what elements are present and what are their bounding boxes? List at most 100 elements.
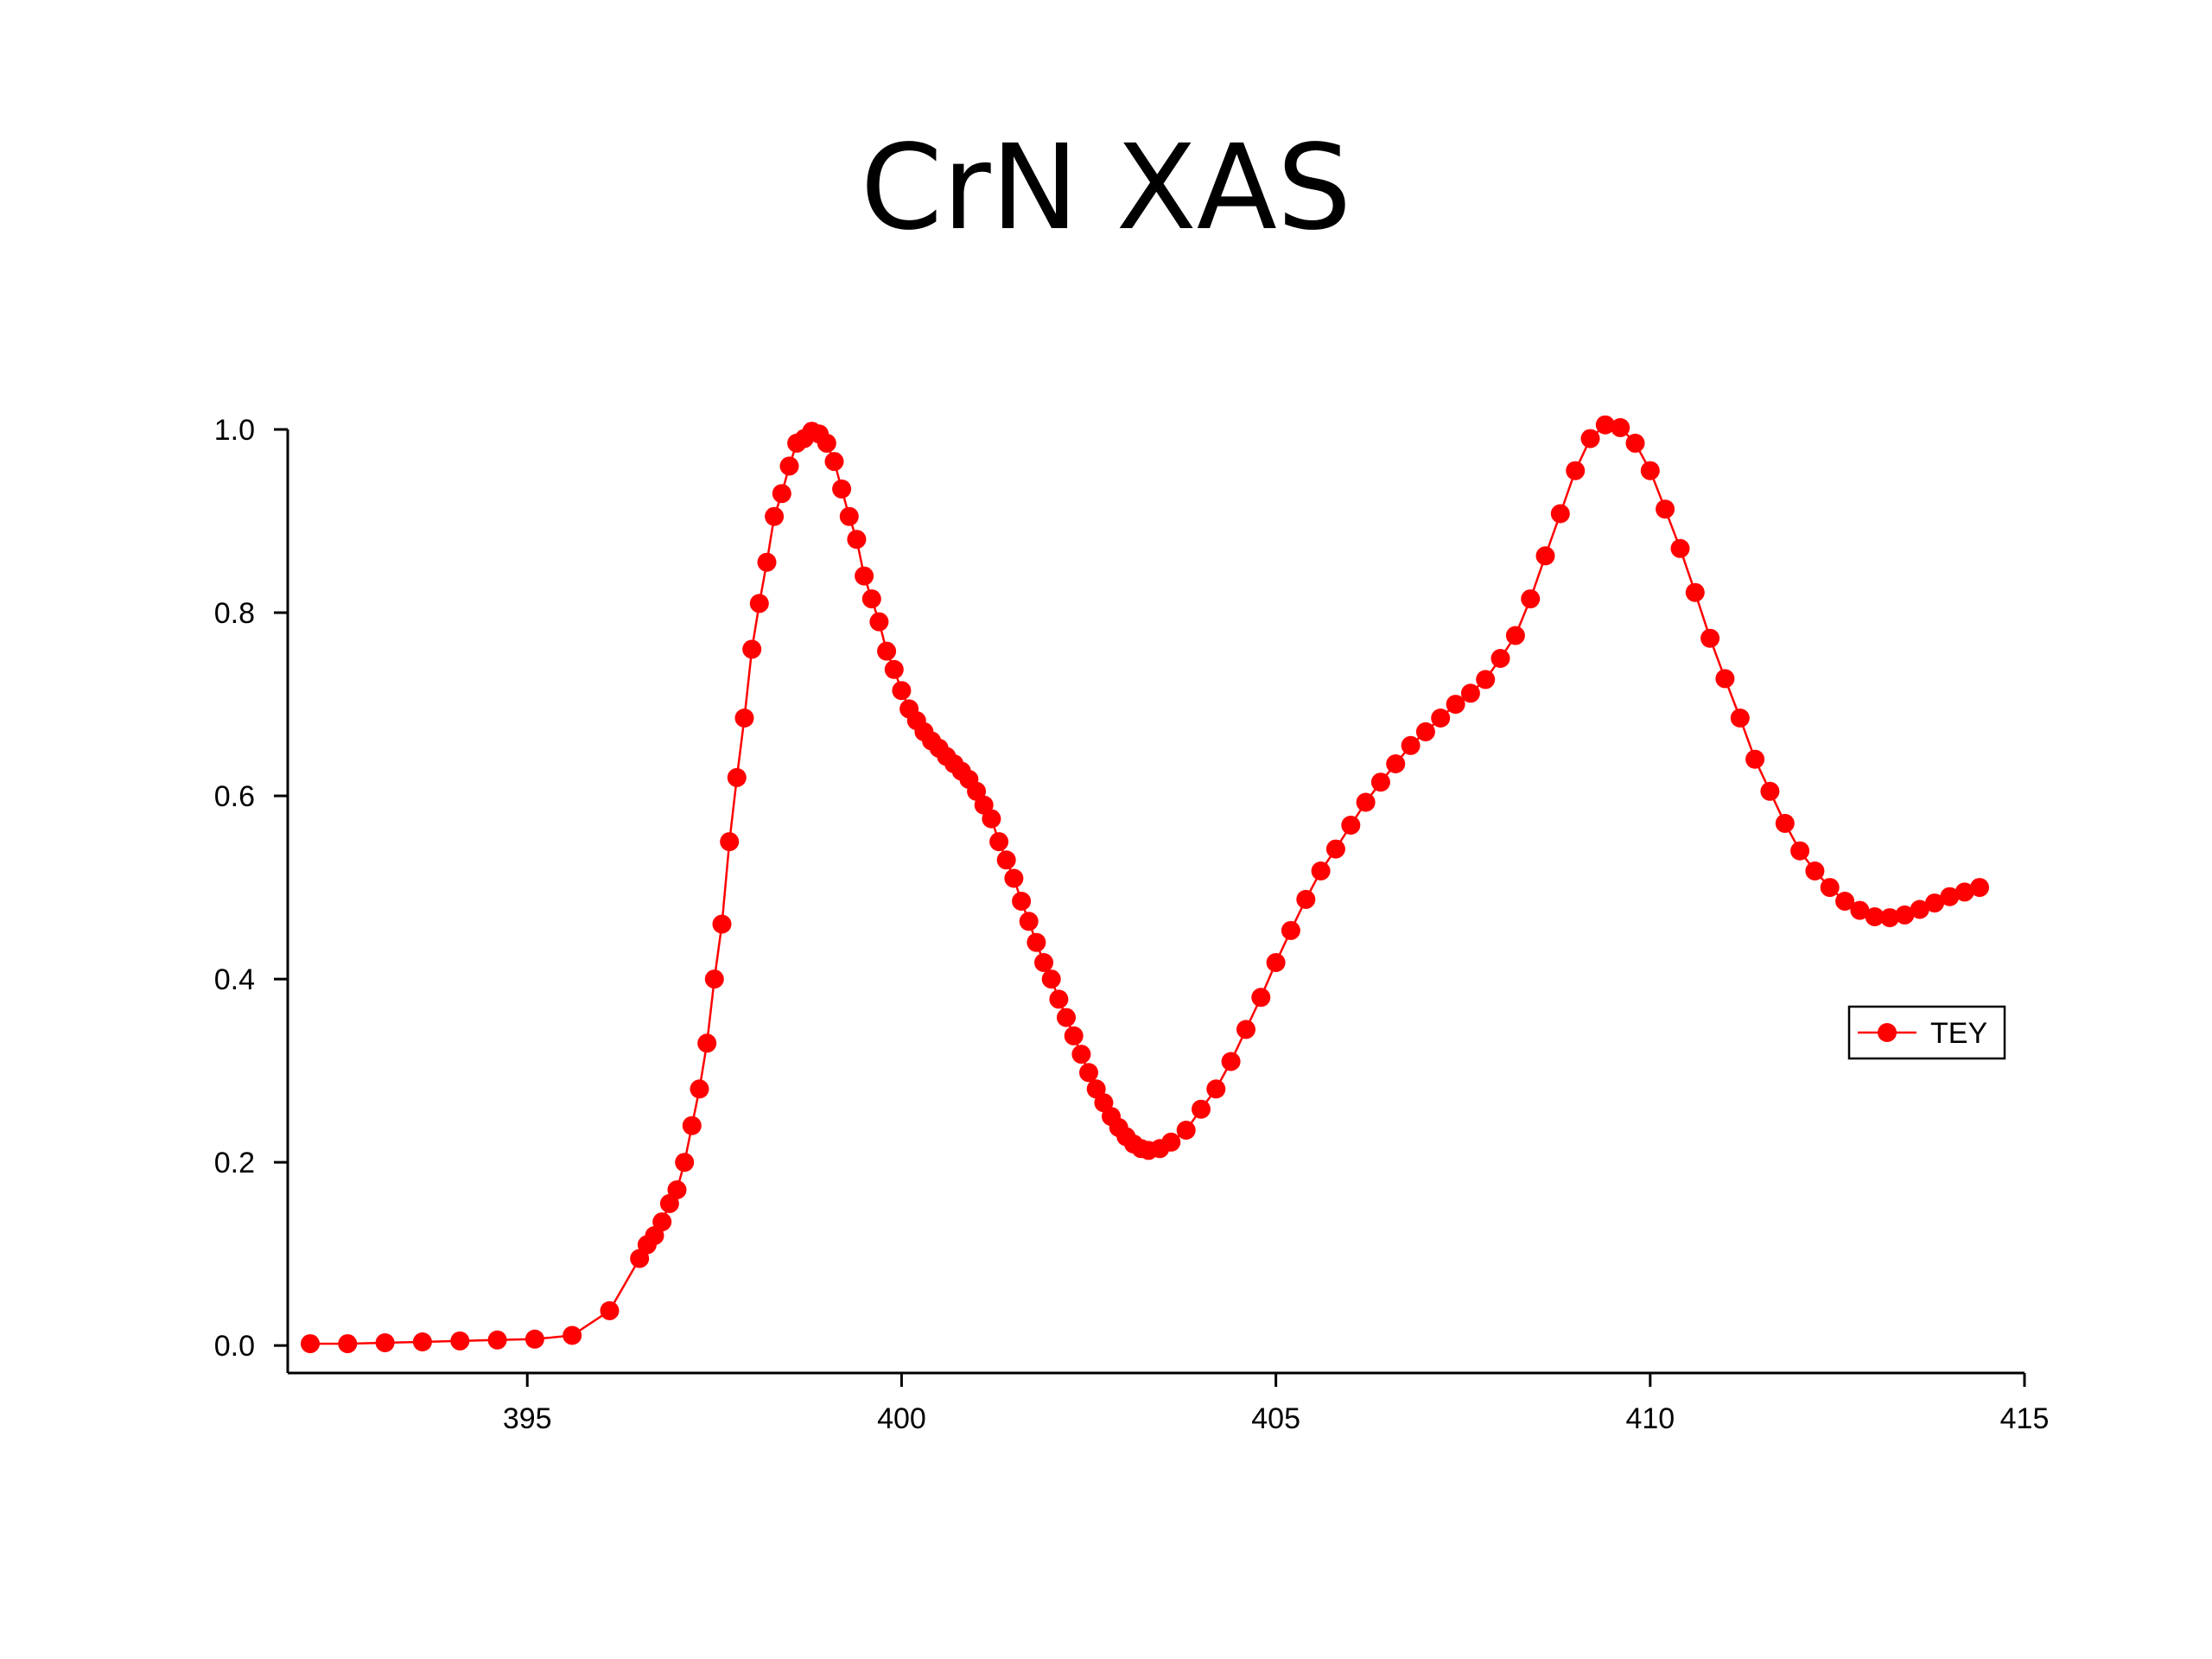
- data-point: [1281, 920, 1300, 940]
- y-ticks: 0.0 0.2 0.4 0.6 0.8 1.0: [214, 414, 288, 1363]
- data-point: [765, 506, 785, 526]
- data-point: [1955, 882, 1974, 902]
- data-point: [1446, 695, 1465, 715]
- data-point: [1820, 878, 1840, 898]
- data-point: [1049, 989, 1069, 1009]
- data-point: [989, 832, 1009, 852]
- data-point: [855, 566, 874, 586]
- data-point: [1865, 907, 1885, 926]
- data-point: [1611, 417, 1630, 437]
- data-point: [1236, 1020, 1255, 1039]
- data-point: [1790, 841, 1810, 861]
- data-point: [412, 1332, 432, 1351]
- x-tick-label-405: 405: [1251, 1402, 1300, 1435]
- data-point: [1356, 792, 1376, 812]
- data-point: [1850, 900, 1870, 920]
- data-point: [1925, 893, 1944, 913]
- data-point: [1064, 1026, 1084, 1046]
- data-point: [682, 1116, 702, 1135]
- data-point: [487, 1330, 507, 1350]
- y-tick-label-0.4: 0.4: [214, 963, 255, 996]
- data-point: [1460, 683, 1480, 703]
- data-point: [720, 832, 740, 852]
- data-point: [1386, 754, 1406, 773]
- data-point: [652, 1212, 672, 1232]
- chart-axes: [286, 429, 2024, 1375]
- data-point: [1745, 749, 1765, 769]
- data-point: [742, 639, 762, 659]
- data-point: [869, 612, 889, 632]
- data-point: [1775, 813, 1795, 833]
- data-point: [667, 1180, 687, 1199]
- x-ticks: 395 400 405 410 415: [503, 1373, 2049, 1435]
- data-point: [1012, 892, 1032, 911]
- data-point: [779, 456, 799, 476]
- data-point: [704, 969, 724, 989]
- data-point: [727, 767, 747, 787]
- data-point: [757, 552, 777, 572]
- y-tick-label-1.0: 1.0: [214, 414, 255, 447]
- data-point: [1071, 1045, 1091, 1065]
- data-point: [847, 530, 867, 550]
- data-point: [1341, 816, 1361, 835]
- data-point: [824, 452, 844, 472]
- data-point: [675, 1153, 695, 1173]
- data-point: [749, 594, 769, 613]
- legend-marker: [1878, 1023, 1897, 1042]
- data-point: [877, 641, 897, 661]
- data-point: [1910, 899, 1929, 919]
- data-point: [1057, 1007, 1076, 1027]
- series-line-tey: [310, 423, 1980, 1345]
- data-point: [600, 1300, 620, 1320]
- data-point: [1004, 868, 1024, 888]
- data-point: [1970, 878, 1989, 898]
- data-point: [1079, 1063, 1098, 1083]
- data-point: [1760, 781, 1780, 801]
- data-point: [1880, 908, 1900, 928]
- data-point: [1027, 932, 1046, 952]
- data-point: [1715, 669, 1735, 689]
- data-point: [1325, 839, 1345, 859]
- data-point: [1266, 953, 1286, 972]
- data-point: [832, 479, 852, 499]
- data-point: [1296, 889, 1316, 909]
- data-point: [884, 659, 904, 679]
- data-point: [1835, 892, 1855, 911]
- data-point: [690, 1079, 709, 1099]
- data-point: [712, 914, 732, 934]
- data-point: [861, 589, 881, 609]
- data-point: [996, 850, 1016, 870]
- data-point: [1730, 709, 1750, 728]
- data-point: [1805, 861, 1825, 880]
- data-point: [1019, 912, 1039, 931]
- data-point: [1505, 626, 1525, 645]
- data-point: [1656, 499, 1675, 519]
- data-point: [1640, 461, 1660, 480]
- y-tick-label-0.0: 0.0: [214, 1330, 255, 1363]
- data-point: [1401, 735, 1421, 755]
- data-point: [1370, 772, 1390, 792]
- data-point: [772, 484, 791, 504]
- x-tick-label-400: 400: [877, 1402, 926, 1435]
- data-point: [1670, 538, 1690, 558]
- data-point: [1034, 953, 1053, 972]
- data-point: [375, 1333, 395, 1352]
- data-point: [1566, 461, 1586, 480]
- data-point: [1625, 433, 1645, 453]
- data-point: [697, 1033, 717, 1053]
- legend-box: [1847, 1005, 2006, 1060]
- x-tick-label-410: 410: [1625, 1402, 1675, 1435]
- data-point: [839, 506, 859, 526]
- data-point: [1041, 969, 1061, 989]
- data-point: [563, 1325, 582, 1345]
- series-layer: [301, 415, 1989, 1354]
- data-point: [1431, 709, 1451, 728]
- data-point: [1476, 670, 1496, 690]
- data-point: [1251, 988, 1271, 1007]
- data-point: [301, 1334, 320, 1354]
- x-tick-label-395: 395: [503, 1402, 552, 1435]
- data-point: [1940, 887, 1960, 906]
- data-point: [982, 809, 1001, 829]
- data-point: [1192, 1099, 1211, 1119]
